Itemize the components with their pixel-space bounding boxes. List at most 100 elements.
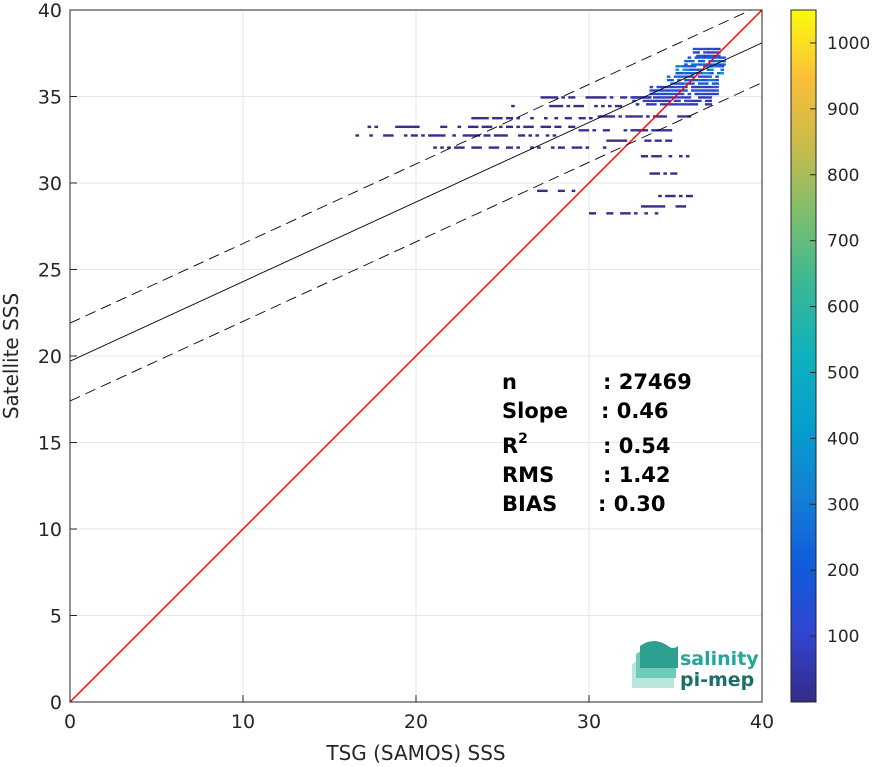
density-cell xyxy=(414,134,418,137)
density-cell xyxy=(684,78,688,82)
density-cell xyxy=(573,104,578,108)
density-cell xyxy=(653,99,657,103)
density-cell xyxy=(704,99,709,103)
density-cell xyxy=(395,125,399,129)
density-cell xyxy=(627,212,631,215)
density-cell xyxy=(677,115,681,118)
density-cell xyxy=(654,205,659,208)
density-cell xyxy=(398,125,403,129)
density-cell xyxy=(441,134,446,137)
density-cell xyxy=(474,116,479,120)
density-cell xyxy=(704,103,709,106)
density-cell xyxy=(699,72,704,75)
density-cell xyxy=(566,104,571,108)
density-cell xyxy=(614,104,619,108)
density-cell xyxy=(691,82,695,85)
density-cell xyxy=(670,78,674,82)
density-cell xyxy=(595,96,600,99)
density-cell xyxy=(540,125,545,129)
density-cell xyxy=(403,134,408,137)
density-cell xyxy=(687,99,692,103)
density-cell xyxy=(678,194,683,198)
density-cell xyxy=(708,96,712,99)
y-tick-label: 15 xyxy=(38,433,62,455)
density-cell xyxy=(492,116,496,120)
density-cell xyxy=(673,96,678,99)
density-cell xyxy=(504,134,508,137)
density-cell xyxy=(589,96,593,99)
density-cell xyxy=(701,63,706,66)
density-cell xyxy=(383,134,387,137)
density-cell xyxy=(535,134,539,137)
density-cell xyxy=(677,75,681,78)
density-cell xyxy=(544,116,548,120)
density-cell xyxy=(673,172,678,175)
density-cell xyxy=(711,78,716,82)
stat-slope-value: : 0.46 xyxy=(601,399,669,423)
density-cell xyxy=(540,189,545,193)
density-cell xyxy=(421,134,425,137)
x-tick-label: 20 xyxy=(404,711,428,733)
density-cell xyxy=(649,85,654,89)
density-cell xyxy=(663,92,667,96)
density-cell xyxy=(666,96,671,99)
density-cell xyxy=(452,134,456,137)
density-cell xyxy=(697,56,702,59)
density-cell xyxy=(582,116,586,120)
density-cell xyxy=(616,139,621,142)
density-cell xyxy=(691,99,695,103)
y-tick-label: 0 xyxy=(50,692,62,714)
density-cell xyxy=(670,85,674,89)
x-axis-label: TSG (SAMOS) SSS xyxy=(325,741,505,765)
density-cell xyxy=(557,125,562,129)
density-cell xyxy=(656,99,661,103)
density-cell xyxy=(722,59,726,63)
density-cell xyxy=(473,134,477,137)
density-cell xyxy=(518,134,522,137)
density-cell xyxy=(602,146,607,149)
density-cell xyxy=(647,139,652,142)
density-cell xyxy=(443,125,448,129)
density-cell xyxy=(684,75,688,78)
density-cell xyxy=(649,103,654,106)
density-cell xyxy=(606,129,610,132)
density-cell xyxy=(592,129,597,132)
density-cell xyxy=(694,99,699,103)
density-cell xyxy=(677,92,681,96)
density-cell xyxy=(708,75,712,78)
density-cell xyxy=(718,59,723,63)
density-cell xyxy=(651,205,655,208)
density-cell xyxy=(666,75,671,78)
density-cell xyxy=(673,103,678,106)
density-cell xyxy=(711,92,716,96)
density-cell xyxy=(471,146,475,149)
logo-line1: salinity xyxy=(680,648,759,670)
density-cell xyxy=(663,172,667,175)
colorbar xyxy=(790,9,817,703)
density-cell xyxy=(680,96,685,99)
density-cell xyxy=(440,146,444,149)
density-cell xyxy=(608,115,612,118)
density-cell xyxy=(666,85,671,89)
density-cell xyxy=(537,189,541,193)
density-cell xyxy=(710,47,714,51)
density-cell xyxy=(697,78,702,82)
density-cell xyxy=(710,54,714,58)
density-cell xyxy=(486,134,491,137)
density-cell xyxy=(639,96,643,99)
density-cell xyxy=(682,72,687,75)
density-cell xyxy=(697,92,702,96)
density-cell xyxy=(620,96,624,99)
density-cell xyxy=(654,139,659,142)
density-cell xyxy=(550,146,555,149)
density-cell xyxy=(684,103,688,106)
density-cell xyxy=(554,116,558,120)
density-cell xyxy=(471,116,475,120)
density-cell xyxy=(499,116,503,120)
density-cell xyxy=(704,75,709,78)
density-cell xyxy=(717,72,721,75)
density-cell xyxy=(696,68,700,71)
density-cell xyxy=(592,212,597,215)
density-cell xyxy=(568,125,572,129)
